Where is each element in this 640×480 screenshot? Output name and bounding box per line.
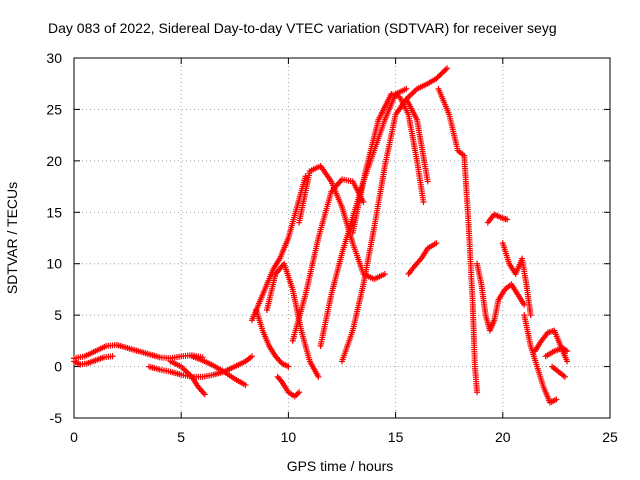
x-tick-label: 5 [177, 429, 185, 445]
y-tick-label: 20 [46, 153, 62, 169]
data-point [315, 373, 322, 380]
series-arc-n [349, 91, 427, 236]
series-arc-k [289, 176, 367, 344]
data-point [424, 178, 431, 185]
y-tick-label: 15 [46, 204, 62, 220]
x-axis-title: GPS time / hours [287, 458, 394, 474]
data-point [242, 382, 249, 389]
x-tick-label: 10 [281, 429, 297, 445]
data-point [521, 301, 528, 308]
x-tick-label: 20 [495, 429, 511, 445]
series-arc-v [531, 327, 571, 365]
data-point [420, 199, 427, 205]
series-arc-b [71, 353, 116, 368]
data-point [564, 348, 571, 355]
y-tick-label: 30 [46, 50, 62, 66]
series-arc-u [521, 312, 560, 406]
data-point [381, 271, 388, 277]
series-arc-o [403, 65, 451, 103]
data-point [561, 373, 568, 380]
data-point [293, 392, 300, 399]
data-point [444, 65, 451, 72]
data-points [71, 65, 571, 406]
data-point [403, 85, 410, 92]
series-arc-a [71, 341, 206, 362]
data-point [442, 66, 449, 73]
data-point [504, 216, 511, 223]
y-axis-title: SDTVAR / TECUs [4, 182, 20, 294]
series-arc-r [474, 260, 528, 334]
data-point [285, 363, 292, 370]
series-arc-i [274, 373, 303, 400]
series-arc-c [146, 353, 255, 380]
series-arc-s [484, 211, 511, 226]
plot-frame [73, 57, 611, 419]
data-point [360, 199, 367, 205]
x-tick-label: 15 [388, 429, 404, 445]
series-arc-q [435, 85, 481, 396]
data-point [248, 353, 255, 360]
data-point [474, 389, 481, 396]
y-tick-label: 25 [46, 101, 62, 117]
data-point [296, 389, 303, 396]
data-point [277, 377, 284, 384]
chart-title: Day 083 of 2022, Sidereal Day-to-day VTE… [48, 20, 557, 36]
series-arc-d [167, 358, 208, 398]
axis-ticks: 0 5 10 15 20 25 -5 0 5 10 15 20 25 30 [46, 50, 618, 445]
data-point [564, 358, 571, 365]
data-point [302, 173, 309, 180]
y-tick-label: 0 [54, 359, 62, 375]
series-arc-t [499, 240, 534, 319]
data-point [433, 240, 440, 247]
series-arc-p [405, 240, 440, 277]
data-point [527, 312, 534, 319]
data-point [438, 70, 445, 77]
data-point [109, 353, 116, 360]
data-point [553, 396, 560, 403]
y-tick-label: -5 [50, 410, 63, 426]
series-arc-f [248, 173, 309, 324]
y-tick-label: 10 [46, 256, 62, 272]
x-tick-label: 25 [602, 429, 618, 445]
series-arc-g [253, 307, 292, 370]
x-tick-label: 0 [70, 429, 78, 445]
data-point [201, 391, 208, 398]
series-arc-w [542, 345, 571, 360]
y-tick-label: 5 [54, 307, 62, 323]
series-arc-e [188, 353, 249, 389]
series-arc-x [549, 363, 568, 380]
series-arc-h [263, 260, 322, 380]
